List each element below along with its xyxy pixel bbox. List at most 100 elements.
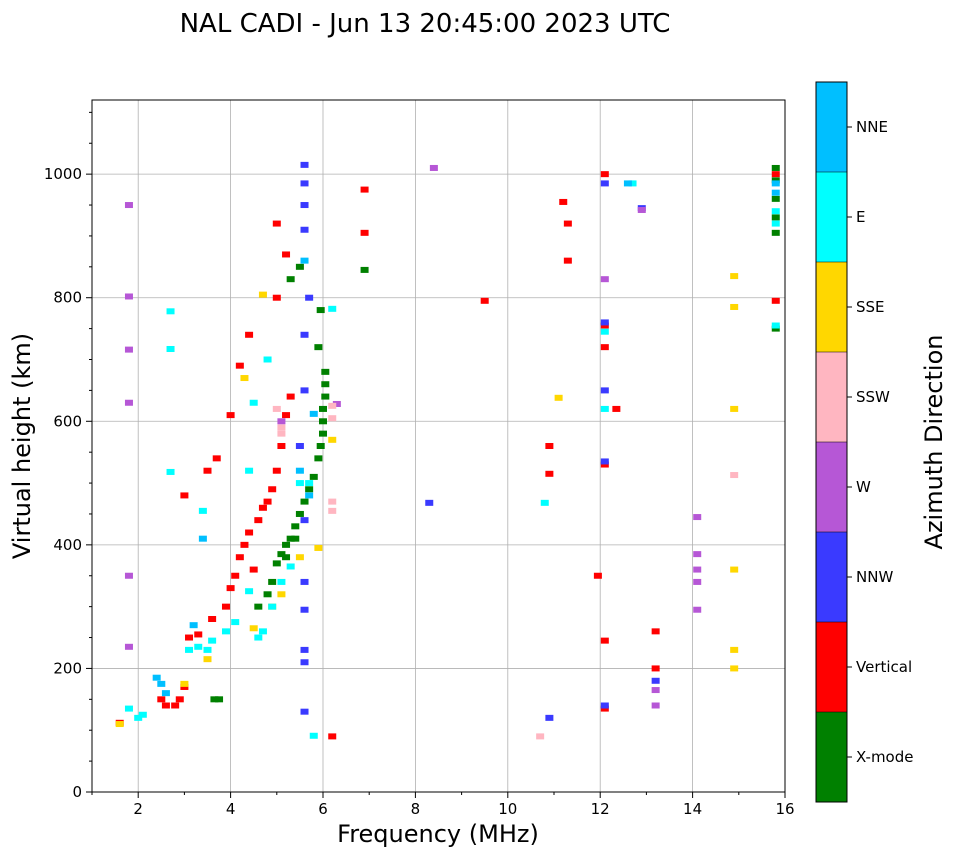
echo-point — [328, 498, 337, 505]
echo-point — [771, 220, 780, 227]
echo-point — [730, 646, 739, 653]
echo-point — [771, 214, 780, 221]
echo-point — [328, 436, 337, 443]
echo-point — [771, 189, 780, 196]
echo-point — [600, 405, 609, 412]
echo-point — [180, 683, 189, 690]
echo-point — [240, 541, 249, 548]
echo-point — [600, 344, 609, 351]
colorbar-frame — [815, 81, 848, 803]
colorbar-segment — [816, 352, 847, 442]
echo-point — [309, 410, 318, 417]
grid — [92, 100, 785, 792]
echo-point — [771, 229, 780, 236]
echo-point — [600, 319, 609, 326]
echo-point — [600, 637, 609, 644]
y-axis-label: Virtual height (km) — [8, 333, 36, 559]
echo-point — [300, 202, 309, 209]
echo-point — [693, 551, 702, 558]
echo-point — [254, 603, 263, 610]
echo-point — [651, 628, 660, 635]
echo-point — [651, 687, 660, 694]
echo-point — [305, 294, 314, 301]
y-tick-label: 0 — [72, 783, 82, 801]
echo-point — [300, 517, 309, 524]
echo-point — [554, 394, 563, 401]
echo-point — [272, 467, 281, 474]
data-points — [115, 161, 780, 740]
echo-point — [300, 659, 309, 666]
chart-title: NAL CADI - Jun 13 20:45:00 2023 UTC — [180, 9, 671, 39]
echo-point — [693, 578, 702, 585]
echo-point — [124, 572, 133, 579]
echo-point — [600, 387, 609, 394]
echo-point — [545, 443, 554, 449]
echo-point — [319, 430, 327, 437]
echo-point — [272, 220, 281, 227]
echo-point — [277, 578, 286, 585]
echo-point — [300, 578, 309, 585]
echo-point — [212, 455, 221, 462]
echo-point — [134, 714, 143, 721]
echo-point — [282, 554, 291, 561]
echo-point — [300, 387, 309, 394]
echo-point — [480, 297, 489, 304]
echo-point — [309, 732, 318, 739]
echo-point — [198, 507, 207, 514]
echo-point — [166, 308, 175, 315]
echo-point — [600, 458, 609, 465]
echo-point — [282, 412, 291, 419]
colorbar-segment — [816, 532, 847, 622]
echo-point — [263, 356, 272, 363]
echo-point — [305, 492, 314, 499]
echo-point — [226, 585, 235, 592]
echo-point — [208, 637, 217, 644]
echo-point — [730, 665, 739, 672]
echo-point — [771, 177, 780, 184]
y-tick-label: 1000 — [44, 165, 82, 183]
echo-point — [559, 198, 568, 205]
echo-point — [124, 643, 133, 650]
echo-point — [124, 346, 133, 353]
echo-point — [295, 263, 304, 270]
echo-point — [215, 696, 224, 703]
echo-point — [282, 541, 291, 548]
echo-point — [161, 702, 170, 709]
echo-point — [277, 418, 286, 425]
colorbar-tick-label: NNW — [856, 568, 893, 586]
echo-point — [651, 702, 660, 709]
echo-point — [600, 276, 609, 283]
echo-point — [305, 486, 314, 493]
echo-point — [291, 535, 300, 542]
echo-point — [180, 492, 189, 499]
echo-point — [321, 368, 330, 375]
colorbar: X-mode Vertical NNW W SSW SSE E NNE — [815, 81, 913, 803]
echo-point — [245, 331, 254, 338]
echo-point — [268, 603, 277, 610]
colorbar-segment — [816, 82, 847, 172]
echo-point — [693, 514, 702, 521]
x-tick-label: 16 — [775, 800, 794, 818]
echo-point — [226, 412, 235, 419]
echo-point — [360, 186, 369, 193]
echo-point — [771, 180, 780, 187]
colorbar-segment — [816, 262, 847, 352]
echo-point — [593, 572, 602, 579]
echo-point — [305, 480, 314, 487]
echo-point — [277, 591, 286, 598]
y-tick-label: 600 — [53, 412, 82, 430]
echo-point — [166, 345, 175, 352]
echo-point — [295, 467, 304, 474]
echo-point — [272, 294, 281, 301]
echo-point — [321, 393, 330, 400]
echo-point — [319, 418, 327, 425]
x-tick-label: 8 — [411, 800, 421, 818]
echo-point — [637, 206, 646, 213]
echo-point — [295, 510, 304, 517]
x-axis-label: Frequency (MHz) — [337, 820, 539, 848]
echo-point — [771, 325, 780, 332]
echo-point — [210, 696, 219, 703]
echo-point — [235, 554, 244, 561]
y-tick-label: 800 — [53, 289, 82, 307]
